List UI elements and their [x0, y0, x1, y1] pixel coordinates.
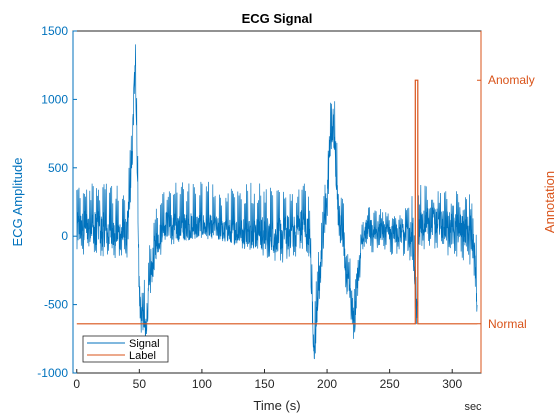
chart-title: ECG Signal: [242, 11, 313, 26]
x-tick-label: 50: [133, 377, 147, 391]
legend-label-signal: Signal: [129, 338, 160, 350]
y-axis-left-label: ECG Amplitude: [10, 158, 25, 247]
legend-label-label: Label: [129, 350, 156, 362]
y-tick-label-left: 0: [61, 229, 68, 243]
y-axis-right-label: Annotation: [542, 171, 557, 233]
y-tick-label-right: Normal: [488, 317, 527, 331]
x-tick-label: 0: [73, 377, 80, 391]
x-axis-label: Time (s): [253, 398, 300, 413]
x-axis-unit: sec: [464, 401, 482, 413]
label-series: [76, 79, 478, 325]
y-tick-label-left: -1000: [37, 366, 68, 380]
x-tick-label: 150: [254, 377, 274, 391]
legend-box: [82, 335, 169, 363]
x-tick-label: 200: [317, 377, 337, 391]
signal-line: [76, 44, 478, 360]
y-tick-label-left: -500: [44, 298, 68, 312]
signal-series: [76, 44, 478, 360]
y-tick-label-left: 500: [48, 161, 68, 175]
x-tick-label: 100: [192, 377, 212, 391]
axis-ticks: 0 50 100 150 200 250 300 -1000 -500 0 500 1000 1500 N…: [37, 24, 534, 391]
x-tick-label: 300: [442, 377, 462, 391]
y-tick-label-right: Anomaly: [488, 73, 535, 87]
y-tick-label-left: 1500: [41, 24, 68, 38]
y-tick-label-left: 1000: [41, 92, 68, 106]
x-tick-label: 250: [380, 377, 400, 391]
label-line: [76, 79, 478, 325]
legend: Signal Label: [82, 335, 169, 363]
